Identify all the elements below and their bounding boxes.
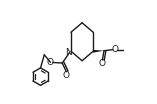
Polygon shape xyxy=(93,50,104,53)
Text: N: N xyxy=(65,48,72,57)
Text: O: O xyxy=(47,58,54,67)
Text: O: O xyxy=(63,71,70,80)
Text: O: O xyxy=(112,45,119,54)
Text: O: O xyxy=(99,59,106,68)
